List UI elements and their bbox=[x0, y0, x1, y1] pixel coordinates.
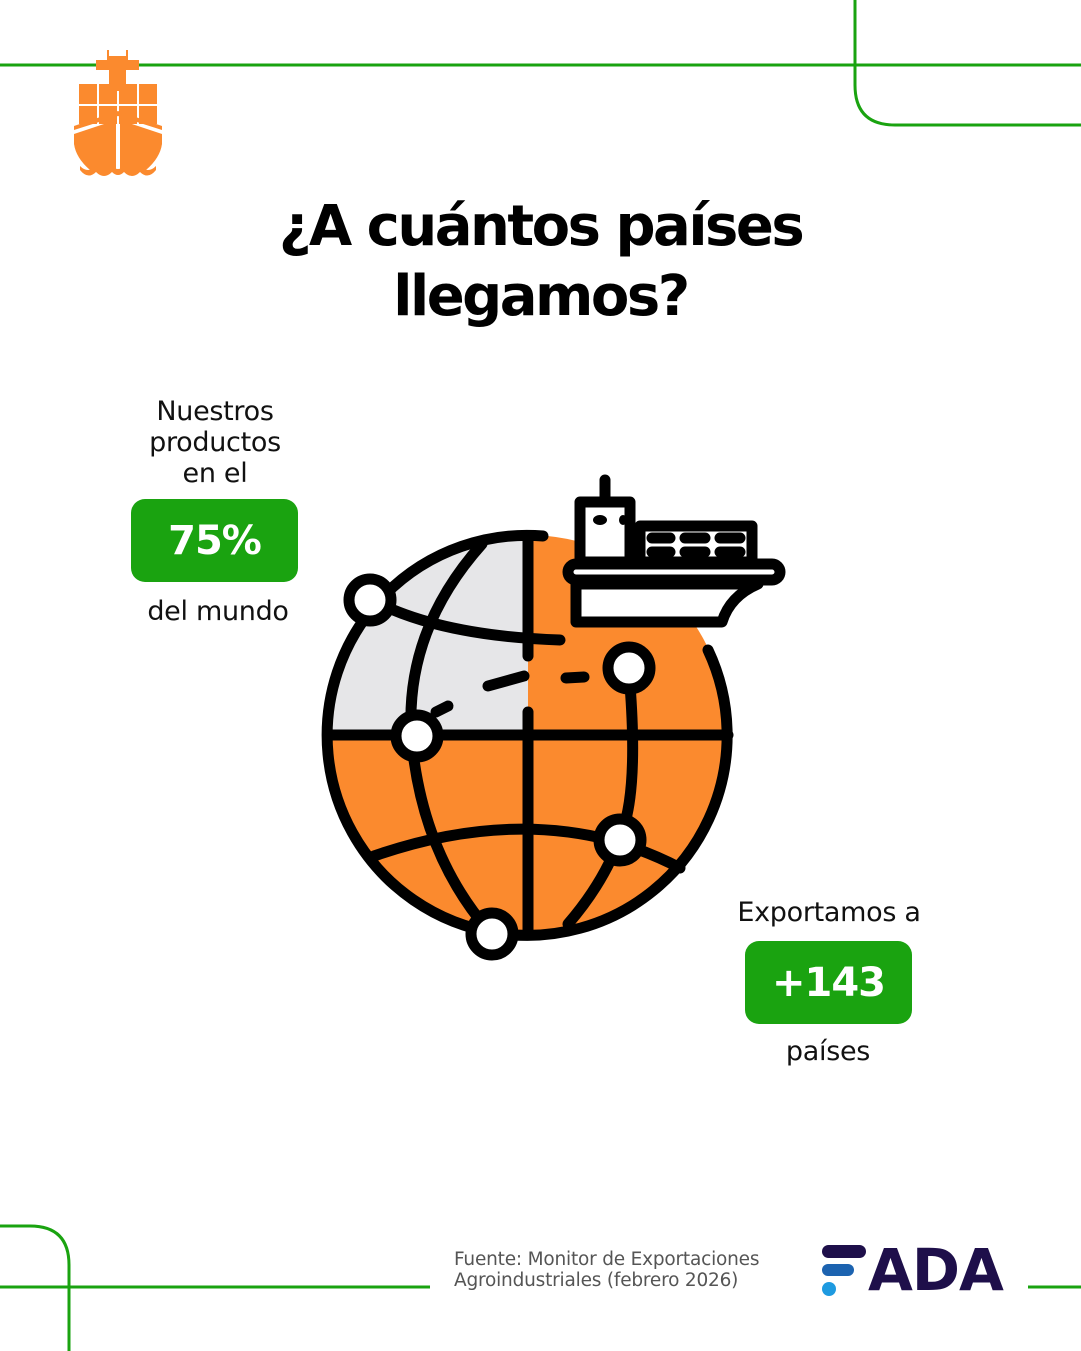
fada-logo: ADA bbox=[820, 1239, 1012, 1301]
world-stat-label-line-2: productos bbox=[149, 427, 281, 458]
source-line-2: Agroindustriales (febrero 2026) bbox=[454, 1270, 739, 1291]
world-percent-value: 75% bbox=[168, 517, 262, 564]
title-line-2: llegamos? bbox=[393, 264, 690, 329]
title-line-1: ¿A cuántos países bbox=[278, 194, 805, 259]
world-stat-suffix: del mundo bbox=[147, 596, 289, 627]
countries-stat-suffix: países bbox=[785, 1036, 871, 1067]
source-citation: Fuente: Monitor de Exportaciones Agroind… bbox=[454, 1249, 759, 1291]
world-stat-label-line-1: Nuestros bbox=[156, 396, 274, 427]
countries-count-value: +143 bbox=[771, 959, 886, 1006]
countries-stat-prefix: Exportamos a bbox=[737, 897, 921, 928]
globe-with-ship-icon bbox=[321, 474, 786, 961]
fada-logo-f-mark bbox=[822, 1245, 866, 1296]
countries-count-badge: +143 bbox=[745, 941, 912, 1024]
source-line-1: Fuente: Monitor de Exportaciones bbox=[454, 1249, 760, 1270]
cargo-ship-icon bbox=[74, 50, 162, 176]
world-stat-label: Nuestros productos en el bbox=[115, 396, 315, 489]
page-title: ¿A cuántos países llegamos? bbox=[0, 192, 1081, 332]
world-percent-badge: 75% bbox=[131, 499, 298, 582]
world-stat-label-line-3: en el bbox=[182, 458, 248, 489]
fada-logo-text: ADA bbox=[868, 1236, 1004, 1304]
